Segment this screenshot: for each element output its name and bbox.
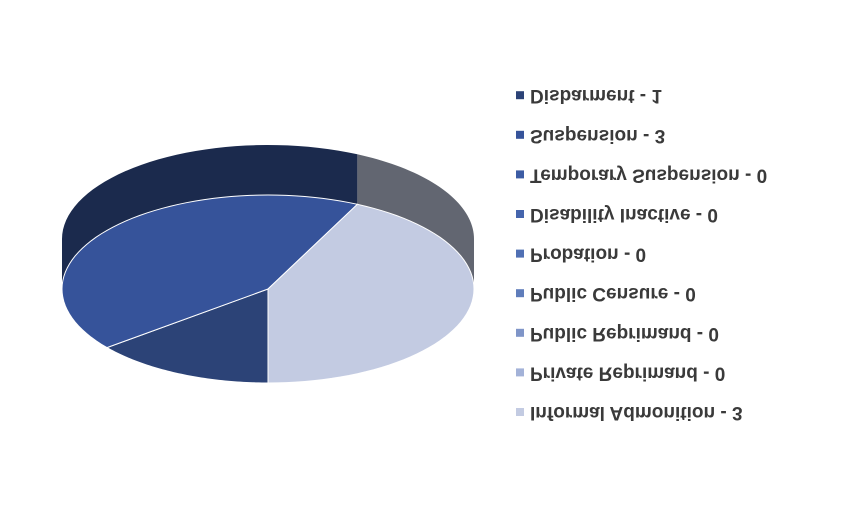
pie-slice (267, 203, 475, 384)
legend-marker (516, 170, 524, 179)
legend-marker (516, 210, 524, 218)
legend-label: Temporary Suspension - 0 (530, 164, 767, 185)
legend-marker (516, 289, 524, 298)
chart-body: Disbarment - 1 Suspension - 3 Temporary Su… (61, 85, 767, 423)
legend-marker (516, 408, 524, 416)
legend-marker (516, 328, 524, 337)
legend-label: Public Reprimand - 0 (530, 323, 719, 344)
pie-slice (61, 194, 359, 349)
pie-side (62, 145, 358, 289)
pie-slice (105, 288, 269, 384)
legend-label: Suspension - 3 (530, 125, 665, 146)
legend-label: Probation - 0 (530, 244, 646, 265)
legend-label: Informal Admonition - 3 (530, 402, 743, 423)
legend-label: Disbarment - 1 (530, 85, 662, 106)
pie-side (357, 154, 474, 289)
legend-marker (516, 130, 524, 139)
legend-label: Private Reprimand - 0 (530, 362, 725, 383)
legend-marker (516, 249, 524, 258)
legend-label: Public Censure - 0 (530, 283, 696, 304)
legend-label: Disability Inactive - 0 (530, 204, 718, 225)
legend-marker (516, 91, 524, 100)
legend-marker (516, 368, 524, 377)
